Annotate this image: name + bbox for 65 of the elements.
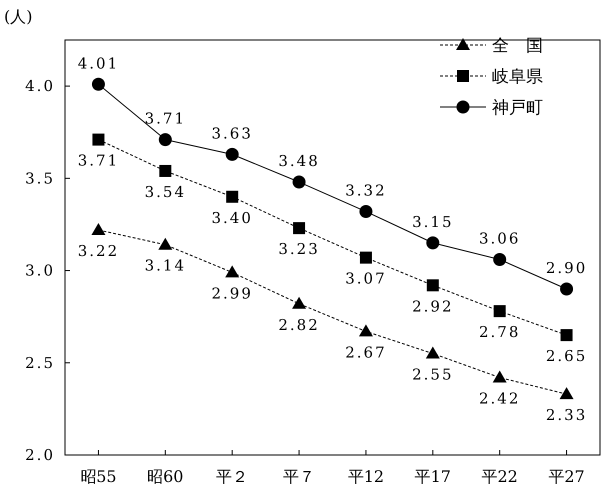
- data-label: 2.82: [278, 316, 320, 334]
- x-tick-label: 平12: [348, 467, 384, 486]
- legend-label: 岐阜県: [492, 67, 543, 87]
- point: [293, 222, 306, 234]
- data-label: 2.55: [412, 366, 454, 384]
- data-label: 3.07: [345, 270, 387, 288]
- data-label: 2.33: [546, 406, 588, 424]
- point: [91, 222, 106, 235]
- point: [226, 148, 239, 161]
- y-tick-label: 3.5: [25, 169, 55, 188]
- data-label: 3.48: [278, 152, 320, 170]
- point: [358, 324, 373, 336]
- point: [492, 370, 507, 383]
- point: [159, 164, 172, 177]
- point: [560, 387, 574, 400]
- point: [560, 282, 574, 296]
- data-label: 2.42: [478, 390, 520, 408]
- point: [225, 265, 240, 278]
- point: [426, 346, 440, 359]
- legend-label: 全 国: [492, 36, 543, 56]
- data-label: 3.54: [144, 182, 186, 201]
- data-label: 3.14: [144, 256, 186, 275]
- point: [158, 133, 172, 146]
- point: [92, 134, 104, 146]
- data-label: 3.15: [412, 212, 454, 231]
- point: [494, 305, 506, 318]
- data-label: 2.67: [345, 343, 387, 362]
- point: [560, 329, 573, 342]
- data-label: 2.99: [211, 284, 253, 302]
- data-label: 3.23: [278, 240, 320, 258]
- x-tick-label: 昭55: [80, 467, 117, 486]
- x-tick-label: 昭60: [147, 467, 184, 486]
- legend-label: 神戸町: [492, 98, 543, 118]
- point: [360, 252, 372, 264]
- data-label: 3.06: [478, 229, 520, 248]
- data-label: 4.01: [78, 54, 120, 72]
- point: [426, 279, 439, 292]
- x-tick-label: 平17: [414, 467, 451, 486]
- point: [292, 176, 306, 189]
- y-tick-label: 3.0: [25, 262, 55, 280]
- point: [292, 296, 306, 309]
- data-label: 3.22: [78, 242, 120, 260]
- x-tick-label: 平27: [548, 467, 585, 486]
- point: [92, 78, 105, 91]
- x-tick-label: 平７: [283, 467, 316, 486]
- point: [158, 238, 172, 250]
- data-label: 2.90: [546, 259, 588, 277]
- y-axis-title: (人): [4, 7, 32, 26]
- x-tick-label: 平22: [482, 467, 518, 486]
- y-tick-label: 2.0: [25, 446, 55, 464]
- x-tick-label: 平２: [216, 467, 248, 486]
- data-label: 3.71: [144, 110, 186, 128]
- point: [426, 236, 440, 250]
- data-label: 2.65: [546, 347, 588, 366]
- data-label: 3.32: [345, 182, 387, 200]
- y-tick-label: 4.0: [25, 77, 55, 96]
- point: [359, 205, 372, 218]
- point: [226, 190, 238, 203]
- data-label: 2.92: [412, 297, 454, 316]
- data-label: 3.40: [211, 208, 253, 227]
- data-label: 2.78: [478, 323, 520, 342]
- data-label: 3.63: [211, 124, 253, 142]
- data-label: 3.71: [78, 152, 120, 170]
- y-tick-label: 2.5: [25, 354, 55, 372]
- point: [493, 252, 506, 266]
